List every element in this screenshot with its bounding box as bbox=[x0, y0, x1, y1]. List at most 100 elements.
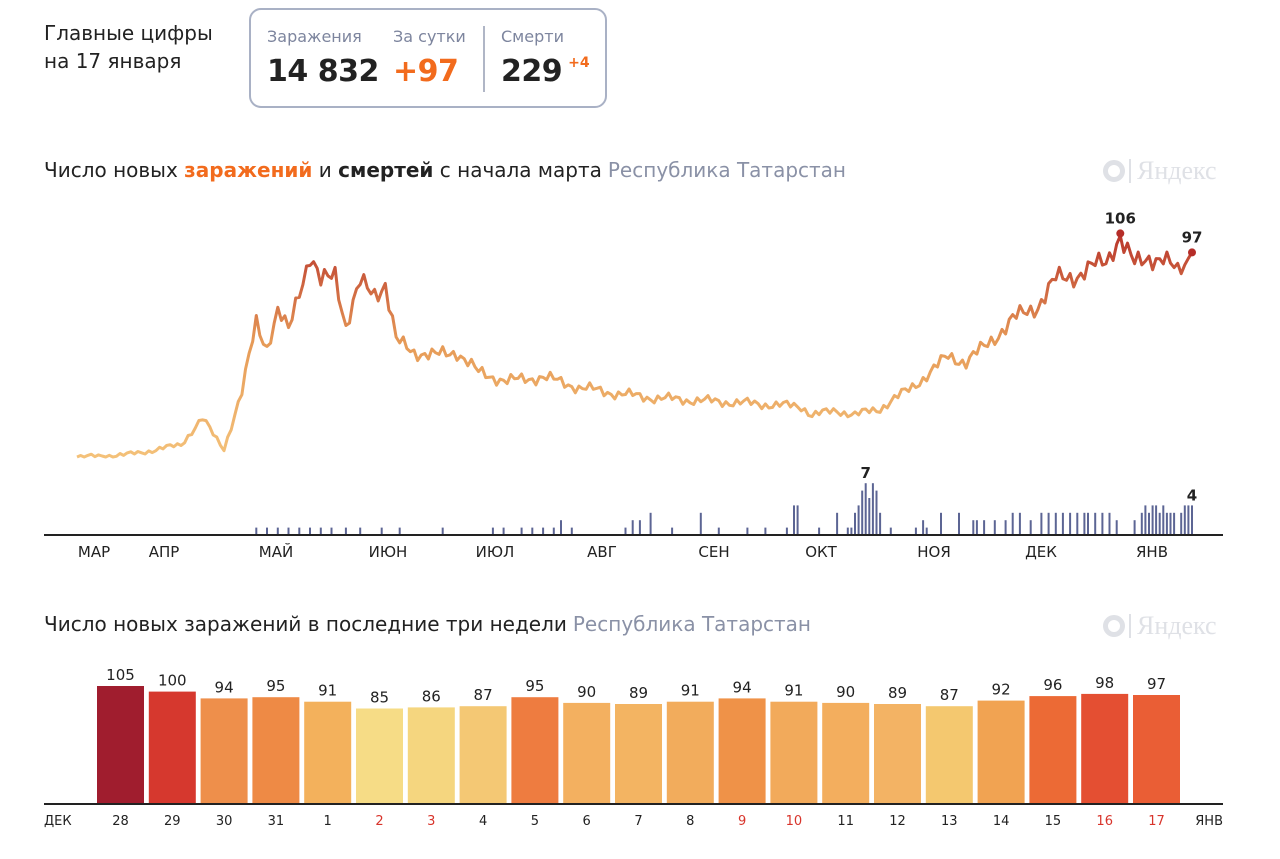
bar-value-label: 85 bbox=[370, 689, 389, 707]
deaths-bar bbox=[796, 505, 799, 535]
deaths-bar bbox=[1069, 512, 1072, 535]
deaths-bar bbox=[993, 520, 996, 535]
deaths-bar bbox=[861, 490, 864, 535]
month-tick-label: ДЕК bbox=[1025, 543, 1057, 561]
bar-value-label: 90 bbox=[836, 683, 855, 701]
stats-divider bbox=[483, 26, 485, 92]
deaths-bar bbox=[1115, 520, 1118, 535]
deaths-bar bbox=[1155, 505, 1158, 535]
day-tick-label: 11 bbox=[837, 814, 854, 829]
peak-label: 106 bbox=[1105, 209, 1136, 227]
bar-value-label: 89 bbox=[629, 684, 648, 702]
day-tick-label: 5 bbox=[531, 814, 539, 829]
stat-daily-cases-value: +97 bbox=[393, 54, 459, 89]
deaths-bar bbox=[1169, 512, 1172, 535]
day-tick-label: 8 bbox=[686, 814, 694, 829]
deaths-bar bbox=[502, 527, 505, 535]
page-title-line1: Главные цифры bbox=[44, 21, 213, 45]
deaths-bar bbox=[975, 520, 978, 535]
day-tick-label: 10 bbox=[786, 814, 803, 829]
yandex-logo-icon-2[interactable]: Яндекс bbox=[1103, 610, 1227, 642]
daily-bar bbox=[874, 704, 921, 804]
deaths-bar bbox=[846, 527, 849, 535]
bar-value-label: 86 bbox=[422, 687, 441, 705]
daily-bar bbox=[148, 691, 196, 804]
month-tick-label: ЯНВ bbox=[1136, 543, 1168, 561]
daily-bar bbox=[407, 707, 455, 804]
infections-deaths-chart: 106 97 7 4 МАР АПР МАЙ ИЮН ИЮЛ АВГ СЕН ОКТ НОЯ ДЕК ЯНВ bbox=[44, 209, 1223, 561]
day-tick-label: 6 bbox=[583, 814, 591, 829]
daily-bar bbox=[97, 686, 144, 804]
deaths-bar bbox=[864, 483, 867, 535]
deaths-bar bbox=[1094, 512, 1097, 535]
deaths-bar bbox=[1018, 512, 1021, 535]
day-tick-label: 30 bbox=[216, 814, 233, 829]
deaths-bar bbox=[983, 520, 986, 535]
deaths-bar bbox=[1148, 512, 1150, 535]
deaths-bar bbox=[875, 490, 878, 535]
yandex-ring-icon bbox=[1103, 160, 1125, 182]
day-tick-label: 31 bbox=[268, 814, 285, 829]
bar-value-label: 94 bbox=[733, 678, 752, 696]
deaths-bar bbox=[330, 527, 333, 535]
deaths-bar bbox=[746, 527, 749, 535]
daily-bar bbox=[822, 702, 870, 804]
daily-bar bbox=[356, 708, 403, 804]
deaths-bar bbox=[1083, 512, 1086, 535]
bar-value-label: 91 bbox=[681, 682, 700, 700]
day-tick-label: 14 bbox=[993, 814, 1010, 829]
daily-bar bbox=[666, 701, 714, 804]
deaths-bar bbox=[922, 520, 925, 535]
day-tick-label: 15 bbox=[1045, 814, 1062, 829]
peak-point bbox=[1116, 229, 1125, 238]
deaths-bar bbox=[785, 527, 788, 535]
page-title: Главные цифры на 17 января bbox=[44, 19, 244, 75]
deaths-bar bbox=[1076, 512, 1079, 535]
yandex-logo-icon[interactable]: Яндекс bbox=[1103, 155, 1227, 187]
deaths-bar bbox=[1187, 505, 1190, 535]
month-tick-label: СЕН bbox=[698, 543, 729, 561]
deaths-bar bbox=[359, 527, 362, 535]
deaths-bar bbox=[958, 512, 960, 535]
deaths-bar bbox=[1162, 505, 1165, 535]
deaths-bar bbox=[1029, 520, 1032, 535]
deaths-bar bbox=[1040, 512, 1043, 535]
stat-deaths-label: Смерти bbox=[501, 27, 564, 46]
month-tick-label: МАР bbox=[78, 543, 110, 561]
daily-bar bbox=[200, 698, 248, 804]
deaths-bar bbox=[1173, 512, 1176, 535]
deaths-bar bbox=[857, 505, 860, 535]
deaths-bar bbox=[398, 527, 401, 535]
month-tick-label: АВГ bbox=[587, 543, 617, 561]
deaths-bar bbox=[624, 527, 627, 535]
deaths-peak-label: 7 bbox=[861, 464, 871, 482]
deaths-bar bbox=[266, 527, 268, 535]
day-tick-label: 13 bbox=[941, 814, 958, 829]
deaths-bar bbox=[764, 527, 767, 535]
three-week-bar-chart: 1052810029943095319118528638749559068979… bbox=[44, 666, 1223, 829]
deaths-bar bbox=[1054, 512, 1057, 535]
stat-deaths-value: 229 bbox=[501, 54, 563, 89]
bar-value-label: 87 bbox=[940, 686, 959, 704]
deaths-bar bbox=[1004, 520, 1007, 535]
deaths-bar bbox=[570, 527, 573, 535]
daily-bar bbox=[511, 697, 559, 804]
deaths-bar bbox=[793, 505, 795, 535]
infections-line bbox=[76, 234, 1194, 459]
day-tick-label: 4 bbox=[479, 814, 487, 829]
stat-deaths-delta: +4 bbox=[568, 55, 590, 71]
chart1-title-suffix: с начала марта bbox=[433, 158, 602, 182]
deaths-bar bbox=[1108, 512, 1111, 535]
deaths-bar bbox=[1087, 512, 1089, 535]
deaths-bar bbox=[520, 527, 523, 535]
last-point bbox=[1188, 248, 1196, 257]
deaths-bar bbox=[1191, 505, 1193, 535]
chart2-title: Число новых заражений в последние три не… bbox=[44, 612, 811, 636]
yandex-brand-text-2: Яндекс bbox=[1137, 611, 1217, 640]
chart1-region: Республика Татарстан bbox=[607, 158, 847, 182]
chart1-title-deaths: смертей bbox=[338, 158, 434, 182]
deaths-bar bbox=[491, 527, 494, 535]
chart1-title-infections: заражений bbox=[184, 158, 313, 182]
day-tick-label: 16 bbox=[1096, 814, 1113, 829]
